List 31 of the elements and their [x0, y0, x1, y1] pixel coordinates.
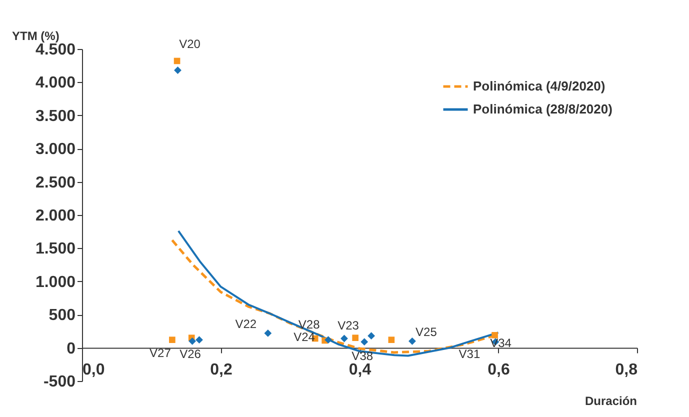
annotation: V38: [352, 348, 374, 363]
y-tick-label: 500: [48, 307, 76, 324]
annotation: V34: [490, 336, 512, 350]
annotation: V31: [458, 346, 480, 361]
x-tick-label: 0,8: [615, 361, 638, 378]
x-tick-label: 0,2: [210, 361, 232, 378]
y-tick-label: 1.500: [35, 240, 76, 258]
y-tick-label: 4.000: [35, 74, 76, 92]
legend-label: Polinómica (28/8/2020): [473, 102, 612, 116]
x-tick-label: 0,0: [82, 361, 105, 378]
annotation: V28: [298, 318, 320, 332]
y-tick-label: 2.000: [35, 208, 76, 224]
y-axis-title: YTM (%): [12, 29, 60, 43]
legend-label: Polinómica (4/9/2020): [473, 78, 606, 94]
y-tick-label: -500: [43, 374, 76, 390]
x-axis-title: Duración: [584, 394, 637, 408]
y-tick-label: 3.500: [35, 108, 76, 125]
annotation: V23: [338, 318, 360, 333]
x-tick-label: 0,6: [488, 361, 510, 378]
y-tick-label: 0: [66, 340, 76, 358]
annotation: V22: [235, 317, 257, 332]
annotation: V26: [180, 347, 202, 362]
annotation: V24: [294, 330, 316, 344]
y-tick-label: 4.500: [35, 42, 76, 58]
x-tick-label: 0,4: [348, 361, 372, 378]
annotation: V27: [150, 346, 172, 360]
y-tick-label: 3.000: [35, 141, 76, 158]
y-tick-label: 2.500: [35, 174, 76, 192]
annotation: V25: [416, 325, 438, 340]
annotation: V20: [179, 37, 201, 52]
y-tick-label: 1.000: [35, 274, 76, 291]
